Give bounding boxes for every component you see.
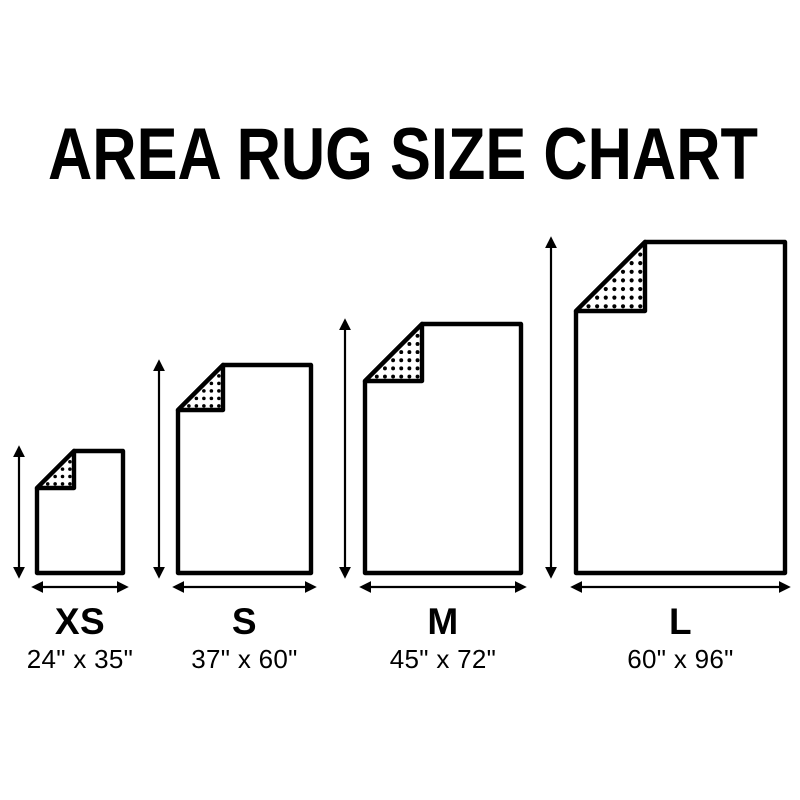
svg-text:M: M: [427, 601, 458, 642]
svg-text:S: S: [232, 601, 257, 642]
svg-text:24" x 35": 24" x 35": [27, 644, 133, 674]
svg-text:L: L: [669, 601, 692, 642]
svg-text:XS: XS: [55, 601, 105, 642]
svg-text:AREA RUG SIZE CHART: AREA RUG SIZE CHART: [48, 114, 758, 195]
svg-text:60" x 96": 60" x 96": [627, 644, 733, 674]
svg-text:45" x 72": 45" x 72": [390, 644, 496, 674]
svg-text:37" x 60": 37" x 60": [191, 644, 297, 674]
